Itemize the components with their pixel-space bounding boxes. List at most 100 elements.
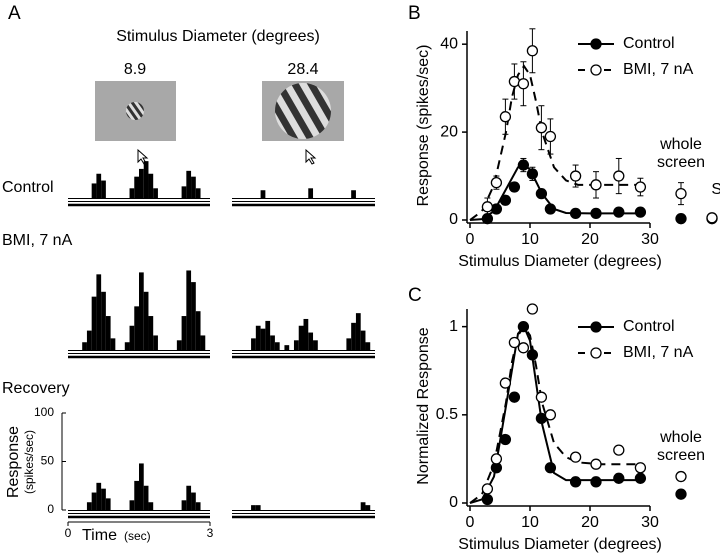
psth-bar [360, 330, 366, 350]
data-point [526, 303, 539, 315]
psth-bar [148, 502, 154, 510]
data-point [508, 391, 521, 403]
y-axis-label: Response (spikes/sec) [415, 45, 432, 207]
psth-bar [134, 480, 139, 510]
data-point [544, 130, 557, 143]
psth-bar [139, 168, 144, 198]
panel-label: C [408, 285, 422, 306]
psth-bar [284, 345, 290, 350]
data-point [508, 336, 521, 349]
data-point [508, 75, 521, 88]
psth-bar [101, 180, 106, 198]
x-tick-label: 30 [641, 231, 659, 248]
data-point [634, 472, 647, 484]
data-point [569, 170, 582, 182]
data-point [675, 187, 687, 200]
x-tick-label: 10 [521, 231, 539, 248]
x-tick-label: 0 [466, 514, 475, 531]
data-point [544, 203, 557, 215]
y-tick-label: 0 [449, 211, 458, 228]
data-point [490, 176, 503, 189]
data-point [613, 472, 625, 484]
psth-bar [351, 190, 356, 198]
panel-a-title: Stimulus Diameter (degrees) [116, 28, 320, 45]
legend-label: Control [623, 318, 675, 335]
fit-line [469, 324, 641, 504]
psth-bar [186, 170, 192, 198]
x-tick-label: 3 [207, 526, 214, 540]
y-tick-label: 100 [34, 405, 54, 419]
x-tick-label: 10 [521, 514, 539, 531]
psth-bar [360, 502, 366, 510]
psth-bar [176, 340, 182, 350]
psth-bar [181, 186, 187, 198]
data-point [569, 451, 582, 463]
panel-label: B [408, 3, 421, 24]
legend-marker [590, 321, 602, 333]
psth-bar [260, 328, 266, 350]
psth-bar [110, 338, 116, 350]
data-point [590, 458, 602, 470]
data-point [499, 377, 512, 389]
y-tick-label: 0.5 [436, 406, 458, 423]
condition-label: Recovery [2, 380, 70, 397]
psth-bar [293, 340, 299, 350]
y-tick-label: 40 [440, 35, 458, 52]
extra-label: whole [659, 136, 702, 153]
data-point [517, 78, 530, 90]
psth-bar [82, 342, 87, 350]
condition-label: BMI, 7 nA [2, 232, 73, 249]
psth-bar [351, 322, 356, 350]
data-point [544, 462, 557, 474]
x-tick-label: 20 [581, 231, 599, 248]
legend-label: BMI, 7 nA [623, 61, 694, 78]
psth-bar [195, 188, 201, 198]
psth-bar [86, 330, 92, 350]
psth-bar [191, 492, 196, 510]
data-point [499, 111, 512, 123]
psth-bar [181, 500, 187, 510]
stimulus-label: 28.4 [287, 61, 318, 78]
y-tick-label: 0 [449, 494, 458, 511]
data-point [517, 342, 530, 354]
y-tick-label: 1 [449, 318, 458, 335]
data-point [590, 476, 602, 488]
x-axis-label: Stimulus Diameter (degrees) [458, 253, 662, 270]
psth-bar [96, 173, 102, 198]
legend-marker [590, 64, 602, 76]
y-axis-label: Normalized Response [415, 327, 432, 485]
legend-label: Control [623, 35, 675, 52]
data-point [675, 470, 687, 483]
psth-bar [191, 176, 196, 198]
psth-bar [91, 492, 97, 510]
psth-bar [96, 482, 102, 510]
legend-marker [590, 38, 602, 50]
data-point [535, 122, 548, 134]
psth-bar [303, 318, 309, 350]
psth-bar [129, 500, 135, 510]
psth-bar [129, 325, 135, 350]
data-point [481, 201, 494, 213]
psth-bar [134, 306, 139, 350]
data-point [634, 206, 647, 218]
data-point [634, 462, 647, 474]
psth-bar [186, 270, 192, 350]
psth-bar [129, 188, 135, 198]
psth-bar [148, 173, 154, 198]
data-point [526, 168, 539, 180]
data-point [634, 181, 647, 193]
x-axis-unit: (sec) [124, 529, 151, 543]
psth-bar [195, 311, 201, 350]
psth-bar [191, 282, 196, 350]
psth-bar [251, 338, 256, 350]
data-point [590, 179, 602, 191]
psth-bar [365, 342, 371, 350]
legend-marker [590, 347, 602, 359]
extra-label: SA [711, 181, 720, 198]
y-tick-label: 20 [440, 123, 458, 140]
psth-bar [186, 485, 192, 510]
y-axis-label: (spikes/sec) [22, 430, 36, 494]
data-point [517, 159, 530, 171]
extra-label: whole [659, 429, 702, 446]
data-point [508, 181, 521, 193]
